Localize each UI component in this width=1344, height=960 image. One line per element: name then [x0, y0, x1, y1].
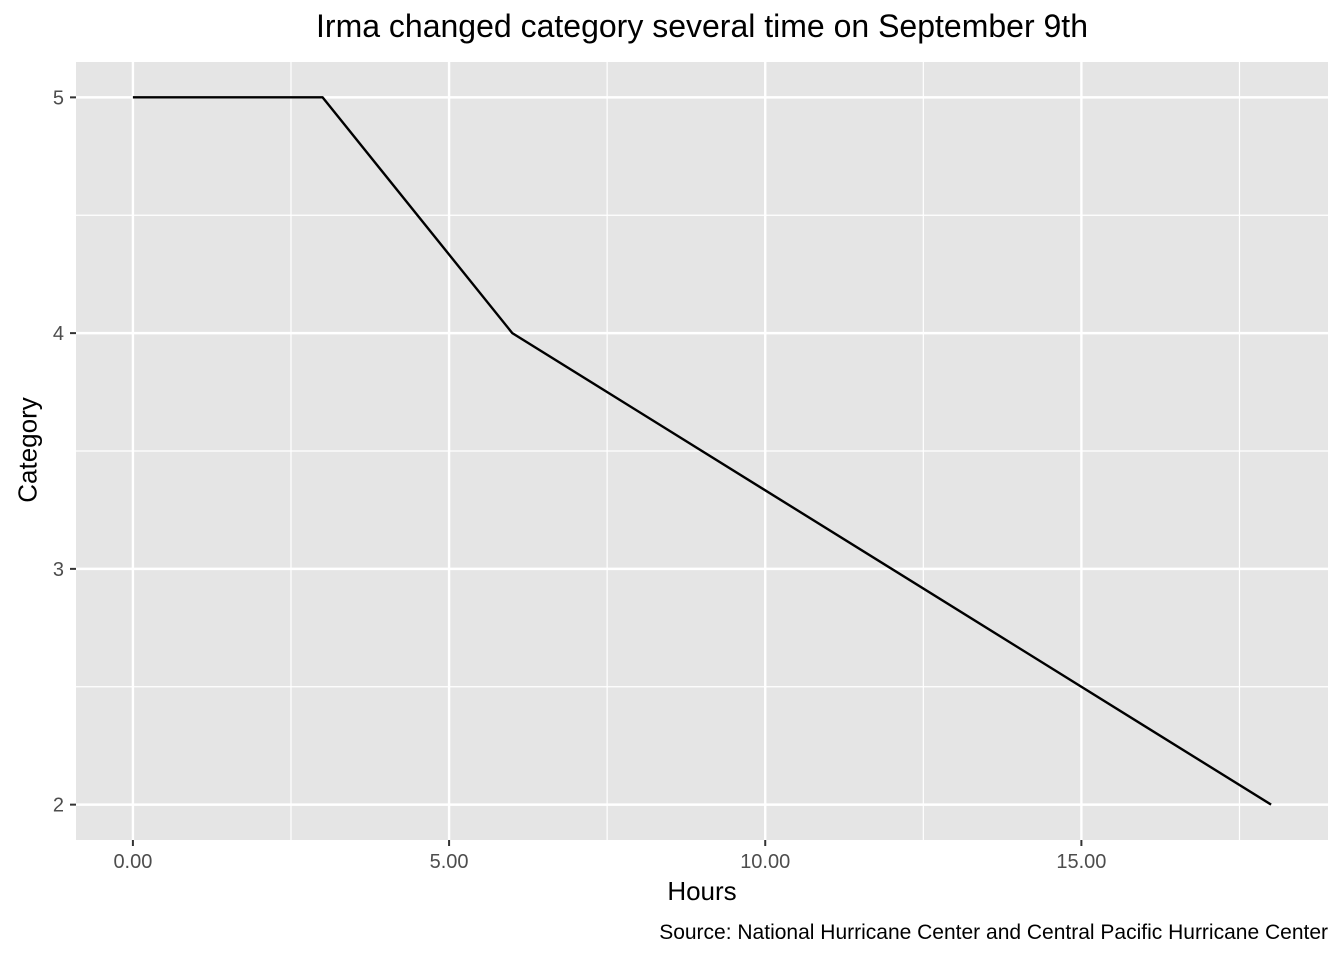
y-tick-label: 3	[53, 559, 64, 581]
y-tick-label: 5	[53, 87, 64, 109]
x-tick-label: 15.00	[1056, 851, 1106, 873]
x-tick-label: 5.00	[430, 851, 469, 873]
y-tick-label: 2	[53, 795, 64, 817]
chart-title: Irma changed category several time on Se…	[316, 8, 1088, 44]
y-axis: 2 3 4 5	[53, 87, 76, 817]
x-axis-label: Hours	[667, 876, 737, 906]
x-tick-label: 10.00	[740, 851, 790, 873]
x-axis: 0.00 5.00 10.00 15.00	[113, 840, 1106, 873]
x-tick-label: 0.00	[113, 851, 152, 873]
y-tick-label: 4	[53, 323, 64, 345]
y-axis-label: Category	[12, 397, 43, 503]
source-caption: Source: National Hurricane Center and Ce…	[659, 921, 1328, 944]
series-line-0	[132, 96, 1272, 806]
major-gridlines	[76, 62, 1328, 840]
series-layer	[132, 96, 1272, 806]
